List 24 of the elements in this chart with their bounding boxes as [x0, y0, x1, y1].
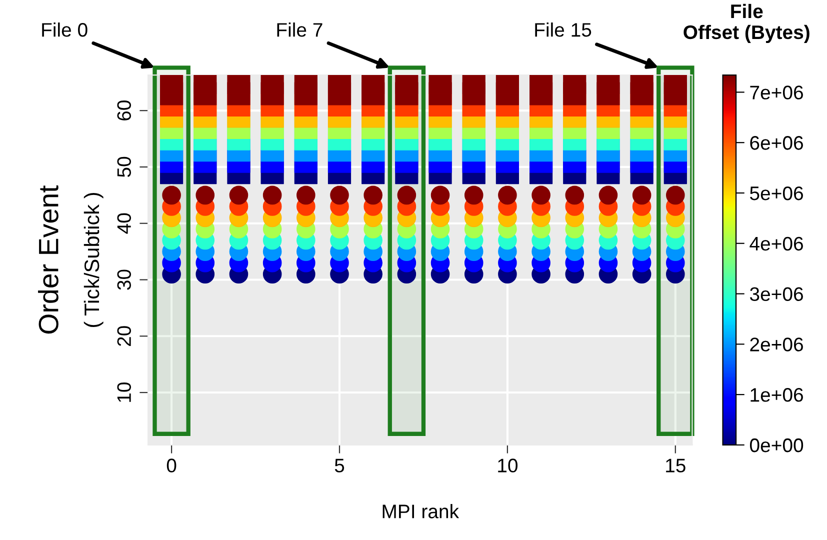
band-label: File 15	[535, 22, 592, 37]
x-tick-label: 15	[666, 458, 686, 472]
x-tick-label: 0	[166, 458, 176, 472]
color-bar-label: 5e+06	[750, 186, 803, 200]
y-tick-label: 30	[117, 270, 131, 290]
y-axis-title: Order Event ( Tick/Subtick )	[38, 185, 104, 334]
y-tick-label: 50	[117, 156, 131, 178]
color-bar-title: File Offset (Bytes)	[684, 4, 810, 43]
color-bar-label: 0e+00	[750, 438, 804, 452]
band-label: File 7	[277, 22, 322, 37]
color-bar-label: 6e+06	[750, 136, 803, 150]
x-axis-title: MPI rank	[382, 504, 460, 518]
color-bar-label: 3e+06	[750, 287, 803, 302]
x-tick-label: 5	[334, 458, 344, 472]
color-bar-label: 1e+06	[750, 388, 803, 402]
y-tick-label: 40	[117, 213, 131, 234]
color-bar-label: 2e+06	[750, 338, 803, 352]
x-tick-label: 10	[498, 458, 518, 472]
y-tick-label: 10	[117, 382, 131, 402]
y-tick-label: 60	[117, 100, 131, 120]
color-bar-label: 7e+06	[750, 86, 803, 100]
band-label: File 0	[42, 22, 88, 37]
color-bar-label: 4e+06	[750, 236, 803, 251]
y-tick-label: 20	[117, 326, 131, 346]
